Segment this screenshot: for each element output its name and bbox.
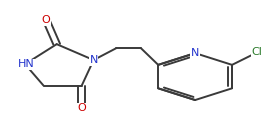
Text: O: O xyxy=(77,103,86,113)
Text: Cl: Cl xyxy=(252,47,262,57)
Text: O: O xyxy=(42,15,50,25)
Text: HN: HN xyxy=(18,59,35,69)
Text: N: N xyxy=(89,55,98,65)
Text: N: N xyxy=(191,48,199,58)
